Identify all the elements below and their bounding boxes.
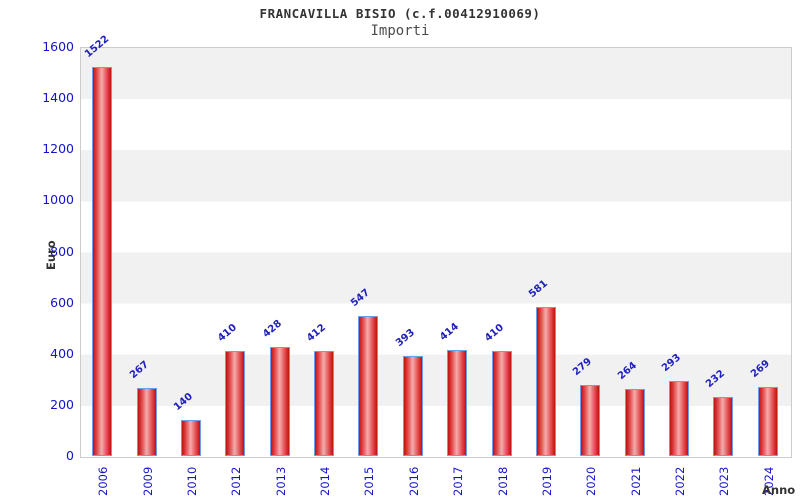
chart-title: FRANCAVILLA BISIO (c.f.00412910069) [259, 6, 541, 21]
y-axis-title: Euro [44, 240, 58, 270]
x-tick-label: 2013 [273, 466, 288, 496]
y-tick-label: 200 [50, 396, 74, 412]
bar [136, 387, 157, 456]
bar [225, 351, 246, 456]
bar [447, 350, 468, 456]
x-tick-label: 2019 [539, 466, 554, 496]
x-tick-label: 2018 [495, 466, 510, 496]
x-tick-label: 2017 [451, 466, 466, 496]
y-tick-label: 600 [50, 294, 74, 310]
x-tick-label: 2022 [673, 466, 688, 496]
y-tick-label: 1000 [42, 192, 74, 208]
y-tick-label: 1600 [42, 39, 74, 54]
bar [314, 350, 335, 456]
bar [92, 66, 113, 456]
bar [580, 384, 601, 456]
bar [358, 316, 379, 456]
x-tick-label: 2023 [717, 466, 732, 496]
bar [269, 346, 290, 456]
bar [402, 355, 423, 456]
bar [624, 388, 645, 456]
x-tick-label: 2010 [184, 466, 199, 496]
y-tick-label: 0 [66, 448, 74, 463]
x-axis-title: Anno [762, 483, 796, 497]
bar [180, 420, 201, 456]
x-tick-label: 2016 [406, 466, 421, 496]
x-tick-label: 2009 [140, 466, 155, 496]
y-tick-label: 400 [50, 345, 74, 361]
bar [669, 381, 690, 456]
bar [535, 307, 556, 456]
x-tick-label: 2015 [362, 466, 377, 496]
bar [757, 387, 778, 456]
x-tick-label: 2006 [96, 466, 111, 496]
x-tick-label: 2012 [229, 466, 244, 496]
y-tick-label: 1400 [42, 90, 74, 106]
x-tick-label: 2014 [318, 466, 333, 496]
chart-subtitle: Importi [370, 23, 430, 39]
bar [713, 396, 734, 456]
x-tick-label: 2021 [628, 466, 643, 496]
y-tick-label: 800 [50, 243, 74, 259]
x-tick-label: 2020 [584, 466, 599, 496]
bar [491, 351, 512, 456]
y-tick-label: 1200 [42, 141, 74, 157]
